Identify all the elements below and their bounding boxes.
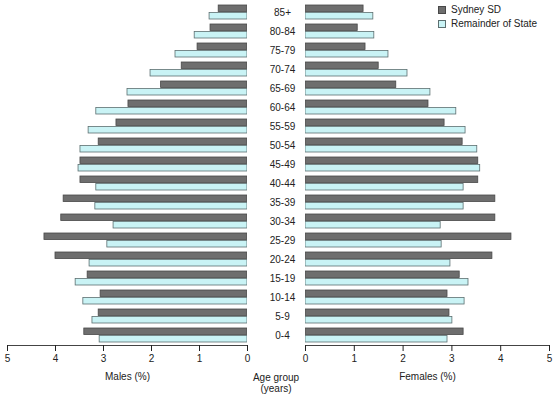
svg-text:15-19: 15-19	[270, 273, 296, 284]
svg-text:1: 1	[352, 353, 358, 364]
svg-text:30-34: 30-34	[270, 216, 296, 227]
svg-text:5: 5	[5, 353, 11, 364]
svg-text:55-59: 55-59	[270, 121, 296, 132]
svg-text:80-84: 80-84	[270, 26, 296, 37]
svg-text:10-14: 10-14	[270, 292, 296, 303]
svg-text:3: 3	[101, 353, 107, 364]
svg-text:45-49: 45-49	[270, 159, 296, 170]
svg-text:70-74: 70-74	[270, 64, 296, 75]
svg-text:40-44: 40-44	[270, 178, 296, 189]
svg-text:20-24: 20-24	[270, 254, 296, 265]
svg-text:2: 2	[400, 353, 406, 364]
svg-text:1: 1	[197, 353, 203, 364]
svg-text:Males (%): Males (%)	[105, 371, 150, 382]
svg-text:0: 0	[245, 353, 251, 364]
html-text:Sydney SD: Sydney SD	[451, 4, 501, 15]
svg-text:85+: 85+	[274, 7, 291, 18]
svg-text:5-9: 5-9	[275, 311, 290, 322]
svg-text:4: 4	[498, 353, 504, 364]
html-text:Remainder of State: Remainder of State	[451, 18, 538, 29]
svg-text:75-79: 75-79	[270, 45, 296, 56]
svg-text:5: 5	[547, 353, 553, 364]
svg-text:0: 0	[303, 353, 309, 364]
svg-text:65-69: 65-69	[270, 83, 296, 94]
svg-text:25-29: 25-29	[270, 235, 296, 246]
svg-text:3: 3	[449, 353, 455, 364]
svg-text:2: 2	[149, 353, 155, 364]
svg-text:4: 4	[53, 353, 59, 364]
svg-text:0-4: 0-4	[275, 330, 290, 341]
html-text:Age group (years): Age group (years)	[252, 372, 300, 394]
svg-text:Females (%): Females (%)	[399, 371, 456, 382]
svg-text:50-54: 50-54	[270, 140, 296, 151]
svg-text:60-64: 60-64	[270, 102, 296, 113]
svg-text:35-39: 35-39	[270, 197, 296, 208]
